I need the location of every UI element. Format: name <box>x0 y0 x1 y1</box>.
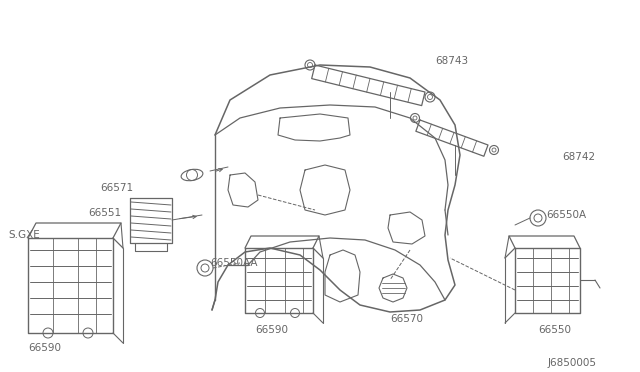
Text: 66550A: 66550A <box>546 210 586 220</box>
Text: 66551: 66551 <box>88 208 121 218</box>
Text: 66570: 66570 <box>390 314 423 324</box>
Text: 66571: 66571 <box>100 183 133 193</box>
Text: 68743: 68743 <box>435 56 468 66</box>
Text: 66550: 66550 <box>538 325 571 335</box>
Text: 68742: 68742 <box>562 152 595 162</box>
Text: S.GXE: S.GXE <box>8 230 40 240</box>
Text: J6850005: J6850005 <box>548 358 597 368</box>
Text: 66590: 66590 <box>255 325 288 335</box>
Text: 66590: 66590 <box>28 343 61 353</box>
Text: 66550AA: 66550AA <box>210 258 257 268</box>
